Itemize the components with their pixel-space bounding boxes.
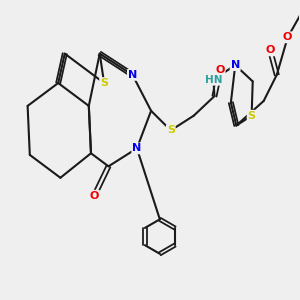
Text: S: S	[248, 111, 256, 121]
Text: O: O	[283, 32, 292, 42]
Text: S: S	[100, 78, 108, 88]
Text: N: N	[128, 70, 137, 80]
Text: O: O	[215, 65, 225, 75]
Text: N: N	[231, 60, 240, 70]
Text: HN: HN	[205, 75, 222, 85]
Text: S: S	[167, 125, 175, 135]
Text: O: O	[266, 45, 275, 56]
Text: N: N	[132, 143, 142, 153]
Text: O: O	[90, 191, 99, 201]
